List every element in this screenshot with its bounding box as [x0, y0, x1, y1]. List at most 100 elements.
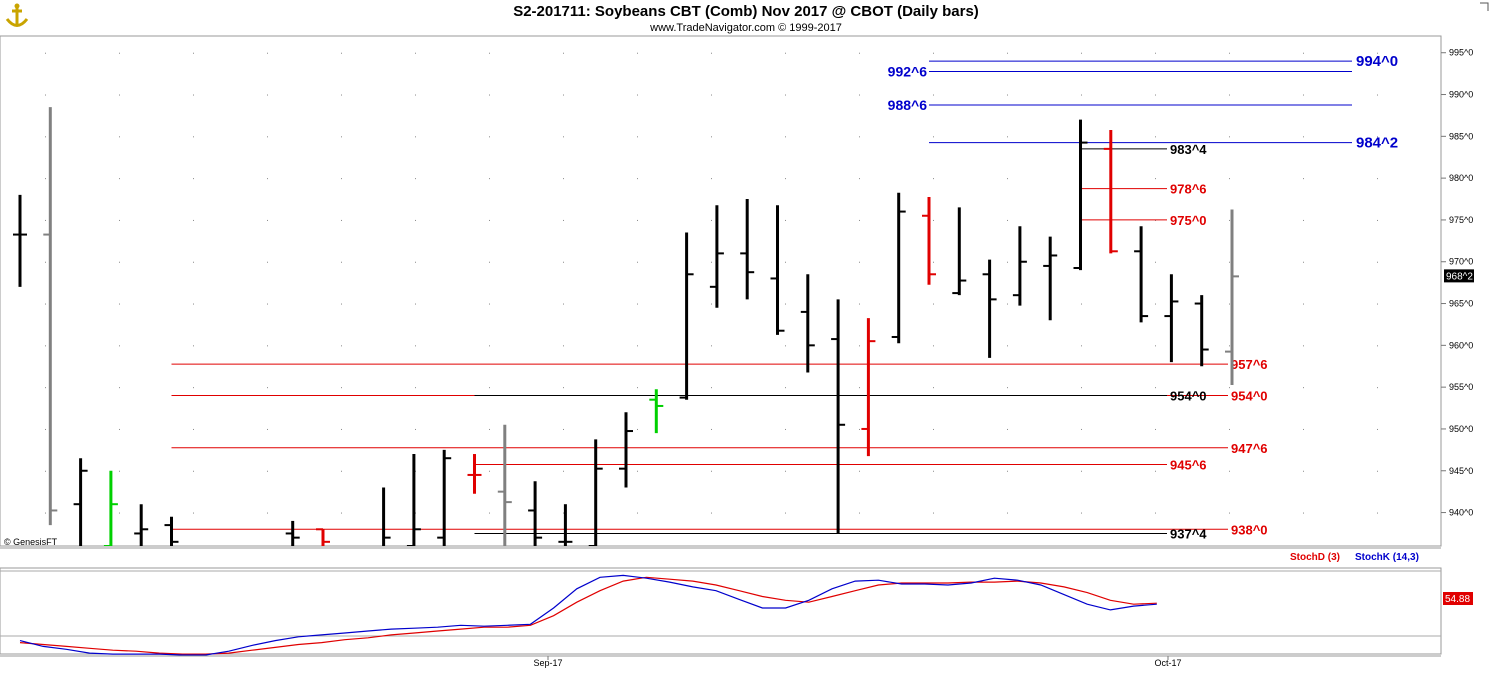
- price-bar: [1012, 226, 1027, 306]
- level-label: 978^6: [1170, 182, 1207, 197]
- grid-dot: [711, 52, 712, 54]
- price-bar: [528, 481, 543, 546]
- grid-dot: [489, 512, 490, 514]
- price-bar: [922, 196, 936, 285]
- grid-dot: [267, 470, 268, 472]
- price-bar: [467, 454, 482, 494]
- grid-dot: [1303, 219, 1304, 221]
- grid-dot: [563, 470, 564, 472]
- grid-dot: [341, 178, 342, 180]
- grid-dot: [785, 178, 786, 180]
- grid-dot: [1155, 136, 1156, 138]
- price-bar: [1225, 209, 1239, 386]
- grid-dot: [1229, 470, 1230, 472]
- grid-dot: [267, 219, 268, 221]
- grid-dot: [119, 470, 120, 472]
- price-bar: [134, 504, 149, 546]
- grid-dot: [933, 303, 934, 305]
- grid-dot: [193, 219, 194, 221]
- grid-dot: [193, 387, 194, 389]
- grid-dot: [637, 94, 638, 96]
- grid-dot: [45, 219, 46, 221]
- grid-dot: [1007, 512, 1008, 514]
- grid-dot: [1007, 178, 1008, 180]
- price-bar: [497, 424, 512, 546]
- grid-dot: [1377, 261, 1378, 263]
- grid-dot: [1377, 52, 1378, 54]
- grid-dot: [193, 261, 194, 263]
- grid-dot: [563, 136, 564, 138]
- grid-dot: [119, 512, 120, 514]
- grid-dot: [45, 52, 46, 54]
- grid-dot: [1377, 345, 1378, 347]
- grid-dot: [711, 136, 712, 138]
- price-bar: [73, 458, 88, 546]
- chart-title: S2-201711: Soybeans CBT (Comb) Nov 2017 …: [513, 3, 979, 20]
- grid-dot: [933, 52, 934, 54]
- price-bar: [831, 299, 846, 534]
- grid-dot: [637, 345, 638, 347]
- grid-dot: [1377, 136, 1378, 138]
- price-bar: [800, 274, 815, 373]
- grid-dot: [1007, 219, 1008, 221]
- grid-dot: [1377, 178, 1378, 180]
- grid-dot: [267, 52, 268, 54]
- grid-dot: [341, 428, 342, 430]
- level-label: 938^0: [1231, 522, 1268, 537]
- grid-dot: [415, 94, 416, 96]
- price-bar: [13, 194, 27, 287]
- y-tick-label: 975^0: [1449, 215, 1473, 225]
- grid-dot: [563, 52, 564, 54]
- grid-dot: [341, 345, 342, 347]
- grid-dot: [859, 387, 860, 389]
- grid-dot: [637, 303, 638, 305]
- grid-dot: [1081, 428, 1082, 430]
- grid-dot: [933, 136, 934, 138]
- grid-dot: [1007, 136, 1008, 138]
- grid-dot: [711, 345, 712, 347]
- grid-dot: [1081, 512, 1082, 514]
- grid-dot: [1155, 178, 1156, 180]
- grid-dot: [1155, 345, 1156, 347]
- grid-dot: [193, 512, 194, 514]
- grid-dot: [267, 261, 268, 263]
- grid-dot: [1155, 512, 1156, 514]
- grid-dot: [711, 470, 712, 472]
- y-tick-label: 965^0: [1449, 299, 1473, 309]
- grid-dot: [563, 428, 564, 430]
- grid-dot: [1081, 303, 1082, 305]
- grid-dot: [1303, 387, 1304, 389]
- grid-dot: [1081, 387, 1082, 389]
- grid-dot: [1377, 512, 1378, 514]
- grid-dot: [785, 219, 786, 221]
- grid-dot: [341, 303, 342, 305]
- grid-dot: [267, 428, 268, 430]
- price-bar: [437, 449, 452, 546]
- stochastic-series-line: [19, 576, 1157, 655]
- grid-dot: [119, 428, 120, 430]
- grid-dot: [119, 219, 120, 221]
- grid-dot: [193, 345, 194, 347]
- grid-dot: [45, 512, 46, 514]
- level-label: 945^6: [1170, 457, 1207, 472]
- grid-dot: [785, 94, 786, 96]
- grid-dot: [341, 94, 342, 96]
- grid-dot: [563, 303, 564, 305]
- grid-dot: [1155, 428, 1156, 430]
- grid-dot: [1155, 387, 1156, 389]
- grid-dot: [859, 136, 860, 138]
- grid-dot: [1229, 512, 1230, 514]
- grid-dot: [119, 136, 120, 138]
- grid-dot: [1229, 261, 1230, 263]
- stochk-legend: StochK (14,3): [1355, 552, 1419, 563]
- y-tick-label: 985^0: [1449, 131, 1473, 141]
- level-label: 984^2: [1356, 135, 1398, 152]
- price-bar: [316, 528, 330, 546]
- grid-dot: [637, 261, 638, 263]
- grid-dot: [1377, 470, 1378, 472]
- grid-dot: [489, 94, 490, 96]
- y-tick-label: 990^0: [1449, 90, 1473, 100]
- grid-dot: [415, 470, 416, 472]
